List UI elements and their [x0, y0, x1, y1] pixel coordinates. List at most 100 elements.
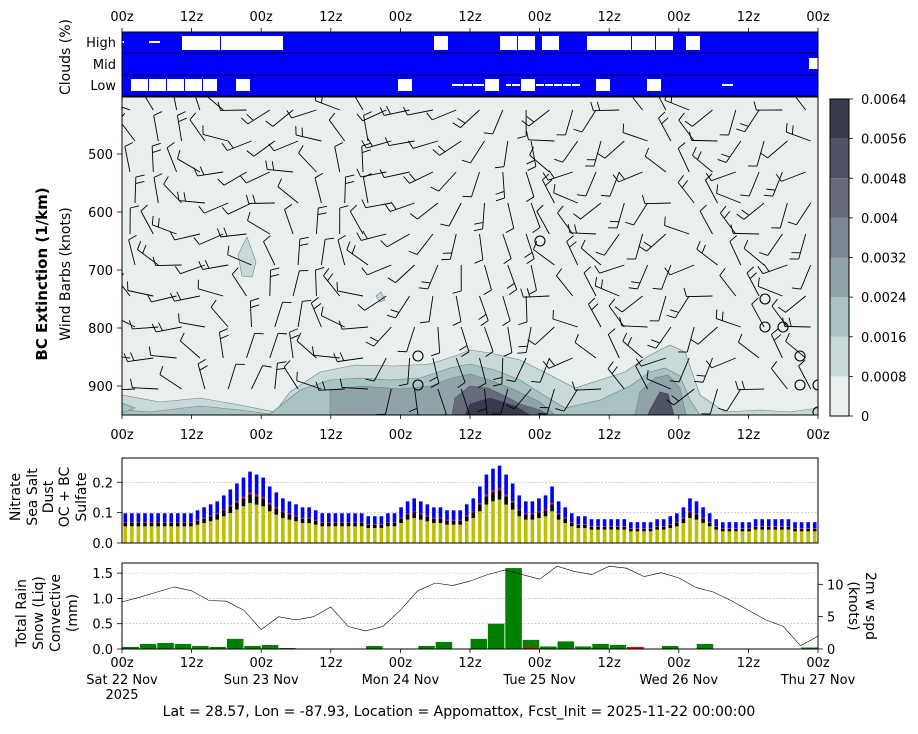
aerosol-bar-segment: [419, 514, 423, 515]
aerosol-bar-segment: [471, 512, 475, 517]
aerosol-bar-segment: [366, 525, 370, 528]
aerosol-bar-segment: [655, 519, 659, 526]
cloud-x-tick-label: 00z: [250, 10, 274, 25]
aerosol-bar-segment: [366, 528, 370, 543]
aerosol-bar-segment: [754, 530, 758, 543]
rain-bar: [610, 645, 627, 649]
precip-y-tick-label: 0.5: [92, 618, 113, 633]
aerosol-bar-segment: [813, 522, 817, 528]
aerosol-bar-segment: [412, 512, 416, 513]
aerosol-bar-segment: [537, 498, 541, 511]
aerosol-bar-segment: [327, 522, 331, 523]
aerosol-bar-segment: [123, 522, 127, 523]
aerosol-bar-segment: [176, 526, 180, 543]
aerosol-bar-segment: [419, 515, 423, 520]
aerosol-bar-segment: [537, 512, 541, 517]
aerosol-bar-segment: [485, 496, 489, 504]
aerosol-bar-segment: [747, 529, 751, 532]
aerosol-bar-segment: [307, 523, 311, 543]
aerosol-bar-segment: [537, 518, 541, 543]
aerosol-bar-segment: [373, 525, 377, 528]
aerosol-bar-segment: [340, 522, 344, 523]
rain-bar: [436, 642, 453, 649]
date-label: Wed 26 Nov: [640, 673, 719, 688]
aerosol-y-tick-label: 0.1: [92, 507, 113, 522]
aerosol-bar-segment: [176, 523, 180, 527]
date-label: Tue 25 Nov: [502, 673, 576, 688]
aerosol-bar-segment: [767, 519, 771, 526]
cloud-clear-cell: [512, 84, 520, 86]
cloud-clear-cell: [686, 36, 700, 50]
aerosol-bar-segment: [340, 526, 344, 543]
rain-bar: [592, 644, 609, 649]
aerosol-bar-segment: [629, 522, 633, 528]
aerosol-bar-segment: [412, 518, 416, 543]
aerosol-bar-segment: [156, 523, 160, 527]
aerosol-bar-segment: [596, 530, 600, 543]
aerosol-bar-segment: [314, 520, 318, 521]
aerosol-bar-segment: [432, 507, 436, 518]
aerosol-bar-segment: [288, 515, 292, 520]
aerosol-bar-segment: [137, 513, 141, 522]
aerosol-bar-segment: [563, 523, 567, 543]
aerosol-bar-segment: [301, 518, 305, 519]
bc-x-tick-label: 12z: [458, 428, 482, 443]
aerosol-bar-segment: [274, 508, 278, 514]
aerosol-bar-segment: [274, 515, 278, 543]
rain-bar: [471, 639, 488, 649]
aerosol-bar-segment: [366, 516, 370, 524]
aerosol-bar-segment: [721, 529, 725, 532]
aerosol-bar-segment: [307, 519, 311, 523]
aerosol-bar-segment: [800, 529, 804, 532]
aerosol-bar-segment: [386, 523, 390, 527]
cloud-x-tick-label: 00z: [806, 10, 830, 25]
aerosol-legend-label: Sea Salt: [25, 468, 41, 526]
aerosol-bar-segment: [682, 523, 686, 543]
aerosol-bar-segment: [557, 520, 561, 543]
aerosol-bar-segment: [603, 527, 607, 530]
aerosol-bar-segment: [380, 525, 384, 528]
aerosol-bar-segment: [544, 516, 548, 543]
aerosol-bar-segment: [307, 518, 311, 519]
colorbar-band: [830, 218, 849, 258]
bc-x-tick-label: 00z: [250, 428, 274, 443]
aerosol-bar-segment: [747, 522, 751, 528]
aerosol-bar-segment: [183, 522, 187, 523]
aerosol-bar-segment: [163, 523, 167, 527]
aerosol-bar-segment: [268, 511, 272, 543]
cloud-clear-cell: [167, 79, 184, 91]
aerosol-bar-segment: [274, 492, 278, 507]
aerosol-bar-segment: [458, 510, 462, 520]
aerosol-bar-segment: [255, 495, 259, 496]
aerosol-bar-segment: [478, 511, 482, 543]
date-label: Sun 23 Nov: [224, 673, 299, 688]
aerosol-bar-segment: [202, 518, 206, 519]
aerosol-bar-segment: [242, 478, 246, 497]
aerosol-bar-segment: [728, 529, 732, 532]
aerosol-bar-segment: [412, 512, 416, 517]
aerosol-bar-segment: [662, 530, 666, 543]
aerosol-bar-segment: [222, 495, 226, 509]
aerosol-bar-segment: [471, 512, 475, 513]
rain-bar: [558, 641, 575, 649]
cloud-row-low: Low: [90, 79, 116, 94]
aerosol-bar-segment: [734, 531, 738, 543]
aerosol-bar-segment: [550, 486, 554, 503]
aerosol-bar-segment: [229, 506, 233, 513]
aerosol-bar-segment: [242, 497, 246, 498]
cloud-clear-cell: [545, 84, 553, 86]
precip-x-tick-label: 00z: [528, 656, 552, 671]
aerosol-bar-segment: [261, 498, 265, 506]
aerosol-bar-segment: [294, 504, 298, 515]
aerosol-bar-segment: [406, 515, 410, 520]
aerosol-bar-segment: [169, 526, 173, 543]
aerosol-bar-segment: [517, 495, 521, 509]
aerosol-bar-segment: [570, 522, 574, 523]
aerosol-bar-segment: [340, 513, 344, 522]
cloud-x-tick-label: 12z: [180, 10, 204, 25]
colorbar-tick-label: 0.0016: [861, 331, 907, 346]
aerosol-bar-segment: [741, 529, 745, 532]
aerosol-bar-segment: [196, 520, 200, 521]
aerosol-bar-segment: [544, 509, 548, 510]
